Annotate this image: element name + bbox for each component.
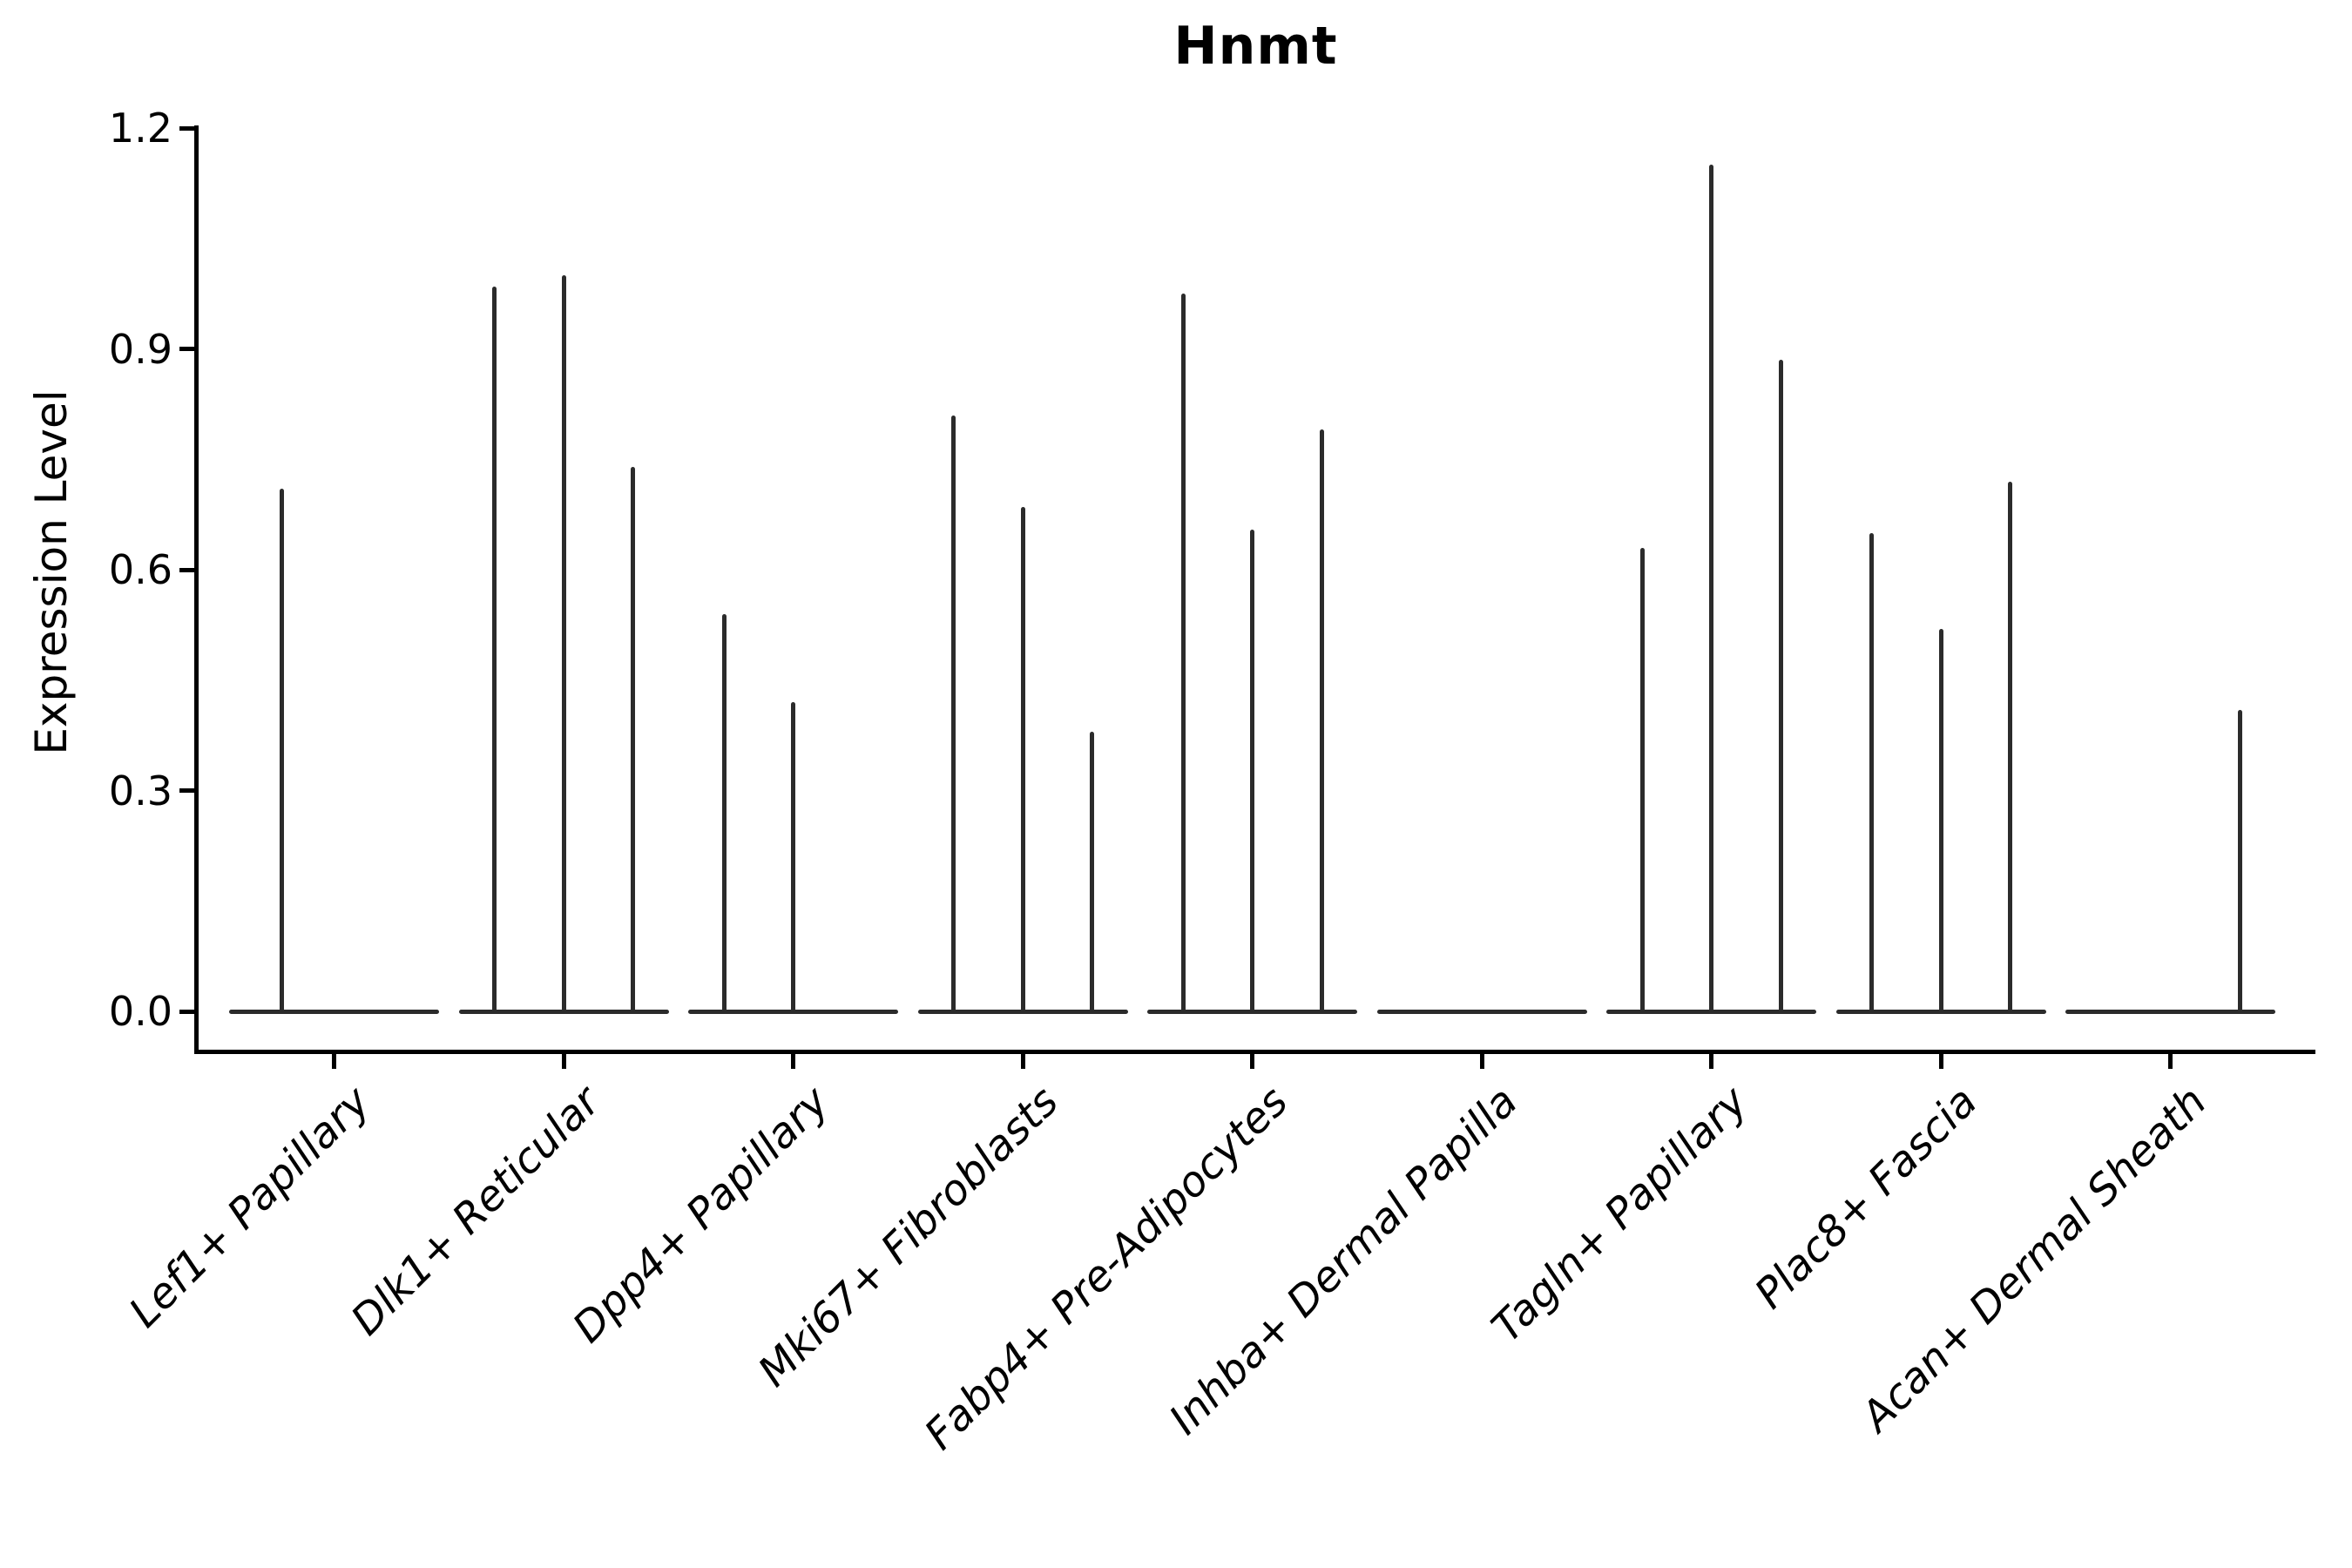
violin-spike bbox=[791, 702, 795, 1011]
violin-baseline bbox=[1376, 1009, 1587, 1014]
violin-spike bbox=[2008, 481, 2012, 1011]
x-tick bbox=[1479, 1054, 1484, 1069]
violin-spike bbox=[492, 286, 497, 1011]
x-axis-spine bbox=[194, 1050, 2315, 1054]
y-tick-label: 1.2 bbox=[108, 105, 172, 152]
violin-baseline bbox=[1835, 1009, 2046, 1014]
y-tick bbox=[179, 347, 196, 351]
violin-spike bbox=[1250, 529, 1254, 1011]
y-axis-spine bbox=[194, 125, 199, 1054]
violin-spike bbox=[1869, 532, 1874, 1011]
violin-baseline bbox=[688, 1009, 898, 1014]
violin-spike bbox=[1319, 429, 1324, 1011]
x-tick bbox=[2168, 1054, 2173, 1069]
y-tick bbox=[179, 567, 196, 572]
x-category-label: Plac8+ Fascia bbox=[1745, 1077, 1987, 1319]
violin-spike bbox=[2237, 709, 2242, 1011]
x-category-label: Dpp4+ Papillary bbox=[564, 1077, 839, 1353]
violin-baseline bbox=[458, 1009, 669, 1014]
violin-spike bbox=[721, 613, 727, 1011]
x-tick bbox=[561, 1054, 566, 1069]
violin-spike bbox=[1090, 731, 1094, 1011]
violin-spike bbox=[631, 466, 635, 1011]
chart-title: Hnmt bbox=[1173, 16, 1338, 77]
violin-spike bbox=[1020, 507, 1025, 1011]
violin-spike bbox=[561, 275, 566, 1011]
y-tick bbox=[179, 788, 196, 793]
y-tick-label: 0.6 bbox=[108, 546, 172, 593]
violin-spike bbox=[951, 415, 956, 1011]
violin-spike bbox=[1778, 360, 1783, 1011]
violin-spike bbox=[1709, 165, 1713, 1011]
y-tick-label: 0.0 bbox=[108, 988, 172, 1035]
violin-baseline bbox=[917, 1009, 1128, 1014]
y-tick-label: 0.9 bbox=[108, 325, 172, 373]
x-tick bbox=[1709, 1054, 1713, 1069]
x-category-label: Lef1+ Papillary bbox=[119, 1077, 380, 1337]
x-tick bbox=[332, 1054, 336, 1069]
x-category-label: Dlk1+ Reticular bbox=[341, 1077, 610, 1345]
y-tick bbox=[179, 125, 196, 131]
x-tick bbox=[1938, 1054, 1943, 1069]
violin-baseline bbox=[2065, 1009, 2275, 1014]
x-category-label: Tagln+ Papillary bbox=[1482, 1077, 1757, 1352]
y-tick-label: 0.3 bbox=[108, 767, 172, 814]
violin-spike bbox=[1180, 294, 1186, 1011]
violin-spike bbox=[279, 489, 284, 1011]
violin-baseline bbox=[1606, 1009, 1816, 1014]
violin-baseline bbox=[1147, 1009, 1357, 1014]
y-tick bbox=[179, 1009, 196, 1014]
violin-spike bbox=[1639, 547, 1645, 1011]
violin-baseline bbox=[229, 1009, 439, 1014]
violin-spike bbox=[1938, 628, 1943, 1011]
x-tick bbox=[1020, 1054, 1025, 1069]
x-tick bbox=[791, 1054, 795, 1069]
x-tick bbox=[1250, 1054, 1254, 1069]
